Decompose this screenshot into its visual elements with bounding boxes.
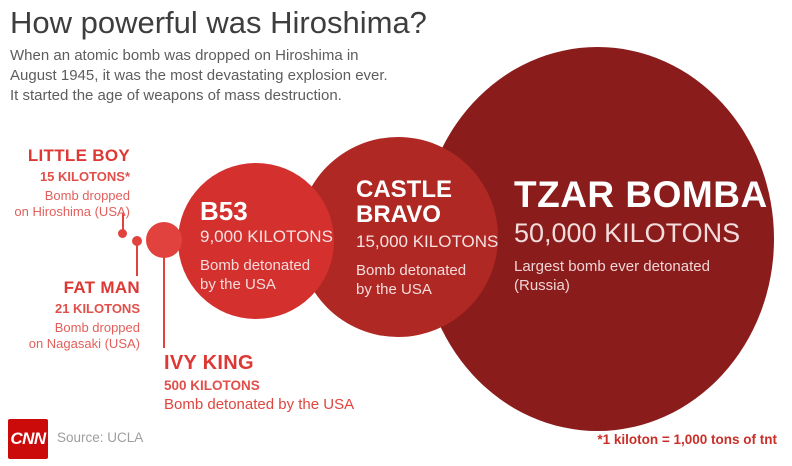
little-boy-label: LITTLE BOY 15 KILOTONS* Bomb dropped on … <box>0 146 130 220</box>
bubble-fat-man <box>132 236 142 246</box>
subtitle-line-1: When an atomic bomb was dropped on Hiros… <box>10 47 359 64</box>
fat-man-name: FAT MAN <box>63 278 140 297</box>
cnn-logo: CNN <box>8 419 48 459</box>
castle-bravo-description: Bomb detonated by the USA <box>356 262 467 298</box>
b53-description: Bomb detonated by the USA <box>200 257 311 293</box>
bubble-b53 <box>178 163 334 319</box>
tzar-bomba-kilotons: 50,000 KILOTONS <box>514 218 741 248</box>
ivy-king-description: Bomb detonated by the USA <box>164 396 355 413</box>
fat-man-description: Bomb dropped on Nagasaki (USA) <box>28 320 140 351</box>
castle-bravo-label: CASTLE BRAVO 15,000 KILOTONS Bomb detona… <box>356 177 498 299</box>
ivy-king-callout-line <box>163 252 165 348</box>
castle-bravo-name: CASTLE BRAVO <box>356 176 452 228</box>
little-boy-callout-line <box>122 213 124 231</box>
source-attribution: Source: UCLA <box>57 430 144 445</box>
kiloton-footnote: *1 kiloton = 1,000 tons of tnt <box>597 432 777 447</box>
ivy-king-label: IVY KING 500 KILOTONS Bomb detonated by … <box>164 352 354 413</box>
tzar-bomba-label: TZAR BOMBA 50,000 KILOTONS Largest bomb … <box>514 175 768 295</box>
little-boy-description: Bomb dropped on Hiroshima (USA) <box>14 188 130 219</box>
b53-kilotons: 9,000 KILOTONS <box>200 227 333 246</box>
cnn-logo-text: CNN <box>10 429 46 448</box>
ivy-king-kilotons: 500 KILOTONS <box>164 378 260 393</box>
tzar-bomba-description: Largest bomb ever detonated (Russia) <box>514 258 710 294</box>
b53-name: B53 <box>200 196 248 226</box>
b53-label: B53 9,000 KILOTONS Bomb detonated by the… <box>200 197 333 294</box>
subtitle-line-3: It started the age of weapons of mass de… <box>10 87 342 104</box>
fat-man-kilotons: 21 KILOTONS <box>54 301 140 316</box>
bubble-little-boy <box>118 229 127 238</box>
fat-man-callout-line <box>136 245 138 276</box>
page-title: How powerful was Hiroshima? <box>10 5 427 40</box>
little-boy-kilotons: 15 KILOTONS* <box>39 169 130 184</box>
little-boy-name: LITTLE BOY <box>27 146 130 165</box>
castle-bravo-kilotons: 15,000 KILOTONS <box>356 232 499 251</box>
ivy-king-name: IVY KING <box>164 352 254 374</box>
subtitle-line-2: August 1945, it was the most devastating… <box>10 67 388 84</box>
tzar-bomba-name: TZAR BOMBA <box>514 174 768 215</box>
page-subtitle: When an atomic bomb was dropped on Hiros… <box>10 46 388 106</box>
fat-man-label: FAT MAN 21 KILOTONS Bomb dropped on Naga… <box>10 278 140 352</box>
